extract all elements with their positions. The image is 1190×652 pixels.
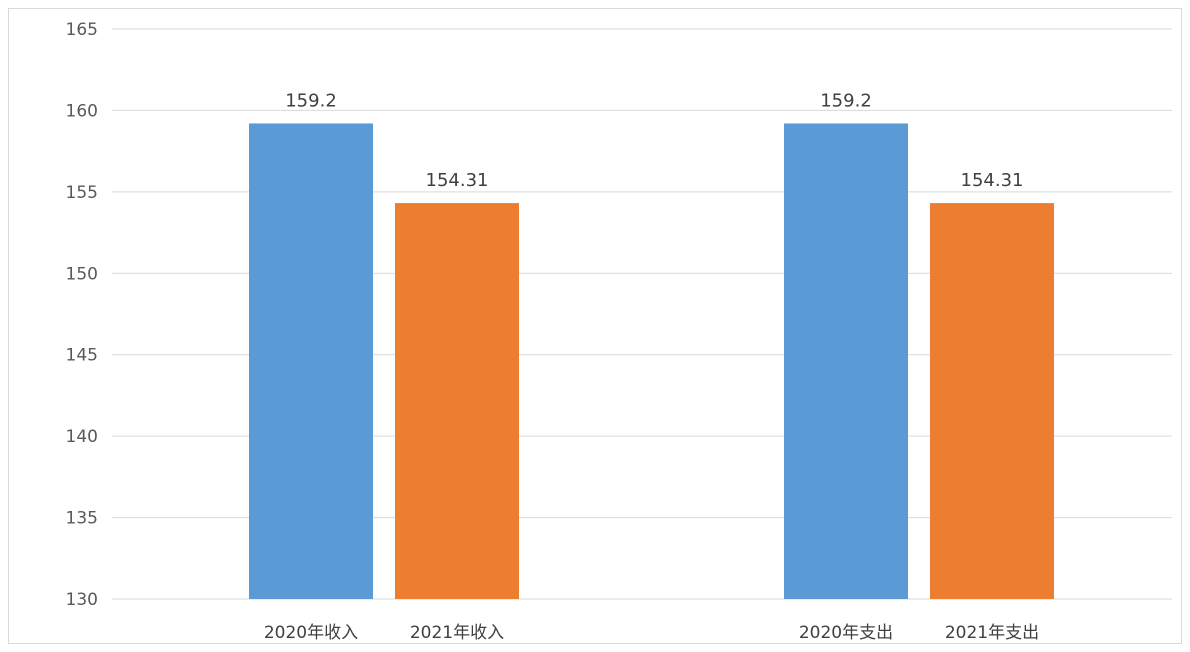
data-label-2021年支出: 154.31: [961, 170, 1024, 191]
bar-2021年收入: [395, 203, 519, 599]
bars: [249, 123, 1054, 599]
data-label-2020年支出: 159.2: [820, 90, 872, 111]
bar-2020年支出: [784, 123, 908, 599]
data-label-2021年收入: 154.31: [426, 170, 489, 191]
y-tick-label-155: 155: [66, 183, 98, 203]
y-axis-ticks: 130 135 140 145 150 155 160 165: [66, 20, 98, 610]
y-tick-label-140: 140: [66, 427, 98, 447]
y-tick-label-130: 130: [66, 590, 98, 610]
y-tick-label-160: 160: [66, 101, 98, 121]
x-tick-label-2021年收入: 2021年收入: [410, 623, 504, 643]
x-axis-ticks: 2020年收入 2021年收入 2020年支出 2021年支出: [264, 623, 1039, 643]
data-labels: 159.2 154.31 159.2 154.31: [285, 90, 1023, 191]
x-tick-label-2020年收入: 2020年收入: [264, 623, 358, 643]
y-tick-label-145: 145: [66, 346, 98, 366]
y-tick-label-150: 150: [66, 264, 98, 284]
y-tick-label-135: 135: [66, 509, 98, 529]
bar-2020年收入: [249, 123, 373, 599]
x-tick-label-2020年支出: 2020年支出: [799, 623, 893, 643]
x-tick-label-2021年支出: 2021年支出: [945, 623, 1039, 643]
bar-2021年支出: [930, 203, 1054, 599]
y-tick-label-165: 165: [66, 20, 98, 40]
data-label-2020年收入: 159.2: [285, 90, 337, 111]
